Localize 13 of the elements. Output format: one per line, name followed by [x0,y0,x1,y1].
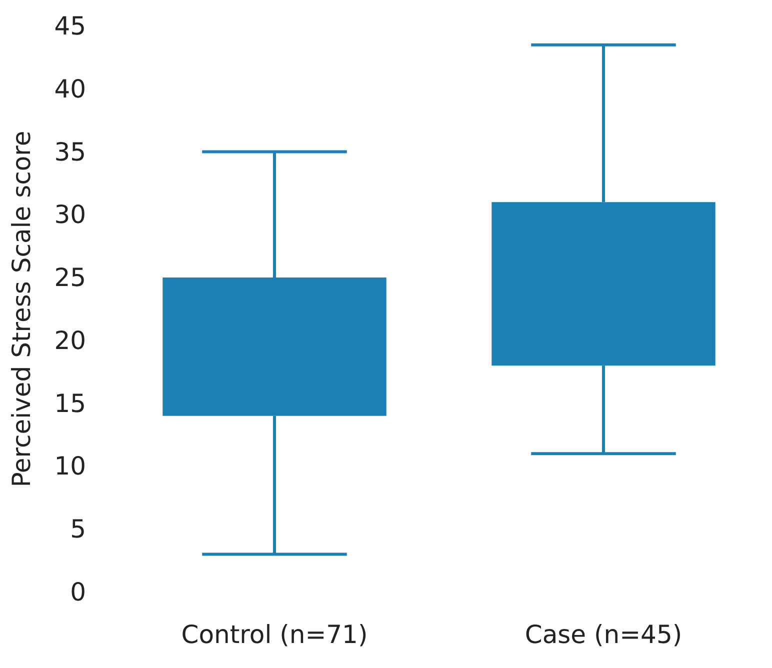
y-tick-label: 35 [54,137,86,166]
y-tick-label: 20 [54,326,86,355]
y-tick-label: 40 [54,74,86,104]
y-tick-label: 10 [54,452,86,481]
y-tick-label: 5 [70,514,86,544]
y-axis-title: Perceived Stress Scale score [7,130,36,488]
y-tick-label: 45 [54,12,86,40]
x-tick-label: Control (n=71) [181,620,368,649]
y-tick-label: 0 [70,578,86,606]
y-tick-label: 15 [54,388,86,418]
y-tick-label: 25 [54,263,86,292]
x-tick-label: Case (n=45) [524,620,682,649]
y-tick-label: 30 [54,200,86,230]
